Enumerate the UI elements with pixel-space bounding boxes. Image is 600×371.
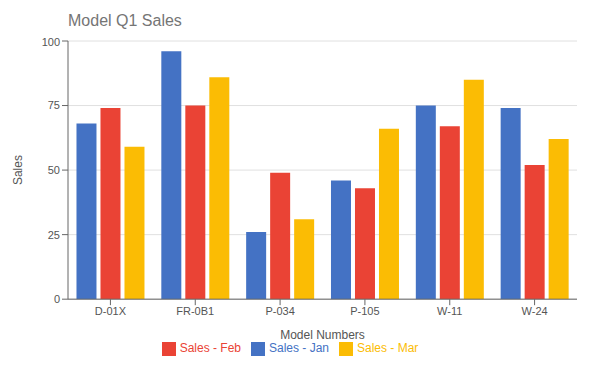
html-text:Sales - Mar: Sales - Mar <box>357 341 419 356</box>
svg-text:Sales: Sales <box>11 155 25 185</box>
svg-text:50: 50 <box>48 164 60 176</box>
html-text:Sales - Feb: Sales - Feb <box>179 341 241 356</box>
svg-text:P-105: P-105 <box>350 305 379 317</box>
svg-text:P-034: P-034 <box>265 305 294 317</box>
svg-text:100: 100 <box>42 36 60 48</box>
html-text:Sales - Jan: Sales - Jan <box>269 341 329 356</box>
svg-text:D-01X: D-01X <box>95 305 127 317</box>
svg-text:FR-0B1: FR-0B1 <box>176 305 214 317</box>
svg-text:25: 25 <box>48 229 60 241</box>
svg-text:W-11: W-11 <box>437 305 462 317</box>
html-text:Model Q1 Sales: Model Q1 Sales <box>68 12 182 29</box>
svg-text:75: 75 <box>48 99 60 111</box>
svg-text:Model Numbers: Model Numbers <box>280 328 365 342</box>
svg-text:W-24: W-24 <box>522 305 548 317</box>
svg-text:0: 0 <box>54 293 60 305</box>
